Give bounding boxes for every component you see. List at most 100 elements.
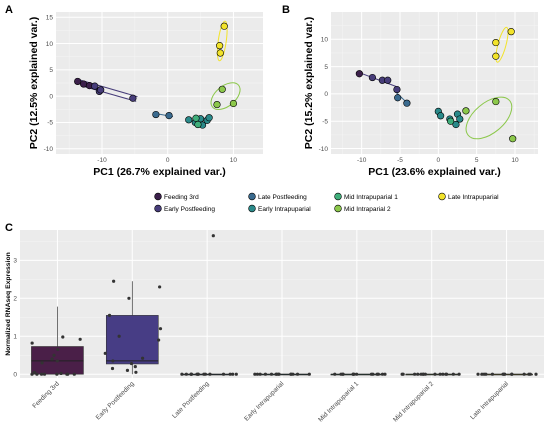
jitter-point bbox=[129, 361, 134, 366]
jitter-point bbox=[208, 372, 212, 376]
jitter-point bbox=[125, 368, 130, 373]
panel-letter: A bbox=[5, 4, 13, 16]
jitter-point bbox=[441, 372, 445, 376]
x-tick-label: 10 bbox=[511, 157, 519, 164]
data-point bbox=[462, 107, 470, 115]
jitter-point bbox=[111, 359, 115, 363]
jitter-point bbox=[117, 334, 121, 338]
data-point bbox=[129, 94, 137, 102]
jitter-point bbox=[32, 370, 36, 374]
jitter-point bbox=[503, 372, 507, 376]
data-point bbox=[192, 114, 200, 122]
jitter-point bbox=[66, 372, 70, 376]
data-point bbox=[216, 49, 224, 57]
jitter-point bbox=[50, 357, 54, 361]
legend-label: Early Intrapuparial bbox=[258, 206, 311, 213]
cluster-ellipse bbox=[216, 20, 228, 62]
panel-b: B -10 -5 0 5 10 -10 -5 0 5 10 PC1 (23.6% explained … bbox=[282, 4, 538, 178]
legend-label: Mid Intraparial 2 bbox=[344, 206, 391, 213]
x-tick-label: Feeding 3rd bbox=[31, 380, 61, 410]
x-axis-title: PC1 (23.6% explained var.) bbox=[368, 166, 500, 178]
jitter-point bbox=[35, 372, 39, 376]
jitter-point bbox=[140, 356, 145, 360]
jitter-point bbox=[258, 372, 262, 376]
x-tick-label: Early Intrapuparial bbox=[243, 380, 286, 423]
jitter-point bbox=[211, 234, 215, 238]
jitter-point bbox=[253, 372, 257, 376]
data-point bbox=[393, 85, 401, 94]
data-point bbox=[213, 100, 221, 109]
y-tick-label: 0 bbox=[13, 372, 17, 379]
data-point bbox=[403, 99, 411, 107]
jitter-point bbox=[376, 372, 380, 376]
data-point bbox=[456, 115, 464, 123]
y-tick-label: 5 bbox=[324, 64, 328, 71]
y-axis-title: Normalized RNAseq Expression bbox=[5, 252, 12, 356]
y-tick-label: 10 bbox=[46, 41, 54, 48]
data-point bbox=[492, 97, 500, 106]
cluster-ellipse bbox=[465, 96, 513, 140]
jitter-point bbox=[189, 372, 193, 376]
panel-letter: C bbox=[5, 222, 13, 234]
jitter-point bbox=[295, 372, 300, 376]
legend-label: Feeding 3rd bbox=[164, 194, 199, 201]
data-point bbox=[205, 114, 213, 122]
jitter-point bbox=[103, 351, 107, 355]
x-tick-label: Late Postfeeding bbox=[171, 380, 211, 420]
jitter-point bbox=[78, 337, 82, 341]
legend-label: Mid Intrapuparial 1 bbox=[344, 194, 398, 201]
legend-swatch bbox=[248, 204, 256, 213]
jitter-point bbox=[444, 372, 448, 376]
legend-swatch bbox=[334, 204, 342, 213]
jitter-point bbox=[42, 372, 47, 376]
jitter-point bbox=[55, 372, 59, 376]
jitter-point bbox=[158, 285, 162, 289]
data-point bbox=[507, 28, 515, 36]
jitter-point bbox=[55, 359, 59, 363]
y-tick-label: -10 bbox=[44, 146, 54, 153]
jitter-point bbox=[221, 372, 226, 376]
jitter-point bbox=[416, 372, 420, 376]
y-tick-label: 2 bbox=[13, 296, 17, 303]
jitter-point bbox=[40, 361, 44, 365]
panel-letter: B bbox=[282, 4, 290, 16]
jitter-point bbox=[228, 372, 232, 376]
data-point bbox=[509, 135, 517, 143]
data-point bbox=[152, 110, 160, 119]
data-point bbox=[452, 120, 460, 129]
jitter-point bbox=[528, 372, 532, 376]
data-point bbox=[447, 117, 455, 125]
jitter-point bbox=[127, 296, 131, 300]
data-point bbox=[368, 73, 377, 82]
data-point bbox=[492, 38, 500, 47]
data-point bbox=[79, 80, 88, 88]
y-tick-label: 1 bbox=[13, 334, 17, 341]
jitter-point bbox=[413, 372, 417, 376]
x-tick-label: 5 bbox=[475, 157, 479, 164]
legend-swatch bbox=[438, 192, 446, 201]
y-tick-label: 0 bbox=[49, 93, 53, 100]
data-point bbox=[165, 112, 173, 120]
jitter-point bbox=[184, 372, 188, 376]
jitter-point bbox=[522, 372, 526, 376]
data-point bbox=[220, 22, 228, 30]
jitter-point bbox=[490, 372, 495, 376]
jitter-point bbox=[72, 372, 76, 376]
x-tick-label: 0 bbox=[437, 157, 441, 164]
jitter-point bbox=[30, 341, 34, 345]
legend-swatch bbox=[154, 192, 162, 201]
y-axis-title: PC2 (15.2% explained var.) bbox=[303, 17, 315, 149]
data-point bbox=[216, 42, 224, 50]
jitter-point bbox=[133, 365, 137, 369]
jitter-point bbox=[438, 372, 442, 376]
jitter-point bbox=[380, 372, 385, 376]
jitter-point bbox=[263, 372, 268, 376]
x-tick-label: Late Intrapuparial bbox=[469, 380, 510, 421]
y-tick-label: 0 bbox=[324, 91, 328, 98]
jitter-point bbox=[351, 372, 355, 376]
jitter-point bbox=[534, 372, 538, 376]
plot-background bbox=[331, 12, 538, 154]
legend-swatch bbox=[334, 192, 342, 201]
